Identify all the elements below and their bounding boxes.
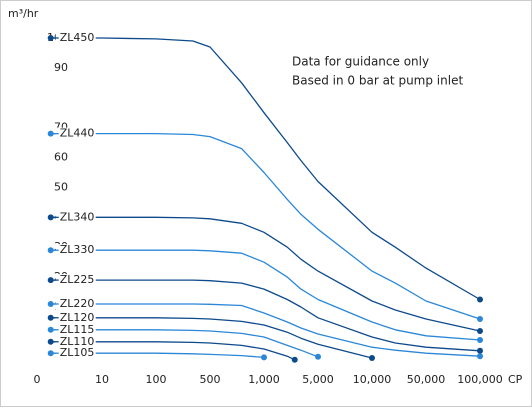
x-tick-label: 1,000 <box>248 373 280 386</box>
legend-label: ZL120 <box>60 311 95 324</box>
y-tick-label: 50 <box>54 180 68 193</box>
series-line <box>50 279 481 352</box>
legend-label: ZL440 <box>60 127 95 140</box>
y-tick-label: 90 <box>54 61 68 74</box>
legend-label: ZL115 <box>60 323 95 336</box>
end-point <box>261 354 267 361</box>
label-bg <box>55 347 96 360</box>
label-bg <box>55 127 96 140</box>
end-point <box>477 347 483 354</box>
x-tick-label: 0 <box>34 373 41 386</box>
x-tick-label: 500 <box>200 373 221 386</box>
series-line <box>50 249 481 341</box>
legend-label: ZL330 <box>60 243 95 256</box>
end-point <box>477 353 483 360</box>
label-bg <box>55 323 96 336</box>
label-bg <box>55 244 96 257</box>
end-point <box>477 296 483 303</box>
x-tick-label: 10,000 <box>353 373 392 386</box>
legend-label: ZL105 <box>60 346 95 359</box>
annotation: Data for guidance only <box>292 55 429 69</box>
end-point <box>477 337 483 343</box>
x-tick-label: 10 <box>95 373 109 386</box>
legend-label: ZL225 <box>60 273 95 286</box>
y-tick-label: 60 <box>54 151 68 164</box>
x-unit: CP <box>508 373 523 386</box>
series-line <box>50 216 481 332</box>
legend-label: ZL220 <box>60 297 95 310</box>
series-line <box>50 329 319 358</box>
label-bg <box>55 311 96 324</box>
series-line <box>50 341 295 361</box>
series-line <box>50 352 265 359</box>
end-point <box>477 316 483 322</box>
series-line <box>50 303 481 357</box>
label-bg <box>55 298 96 311</box>
series-line <box>50 317 373 359</box>
x-tick-label: 50,000 <box>407 373 446 386</box>
x-tick-label: 100,000 <box>457 373 503 386</box>
annotation: Based in 0 bar at pump inlet <box>292 74 463 88</box>
x-tick-label: 100 <box>146 373 167 386</box>
legend-label: ZL450 <box>60 31 95 44</box>
label-bg <box>55 274 96 287</box>
end-point <box>291 356 298 363</box>
y-unit: m³/hr <box>8 7 39 20</box>
end-point <box>477 328 483 334</box>
legend-label: ZL110 <box>60 335 95 348</box>
legend-label: ZL340 <box>60 210 95 223</box>
series-line <box>50 132 481 320</box>
label-bg <box>55 211 96 224</box>
end-point <box>315 353 321 360</box>
label-bg <box>55 335 96 348</box>
end-point <box>369 355 375 361</box>
label-bg <box>55 32 96 44</box>
x-tick-label: 5,000 <box>302 373 334 386</box>
series-line <box>50 37 481 301</box>
